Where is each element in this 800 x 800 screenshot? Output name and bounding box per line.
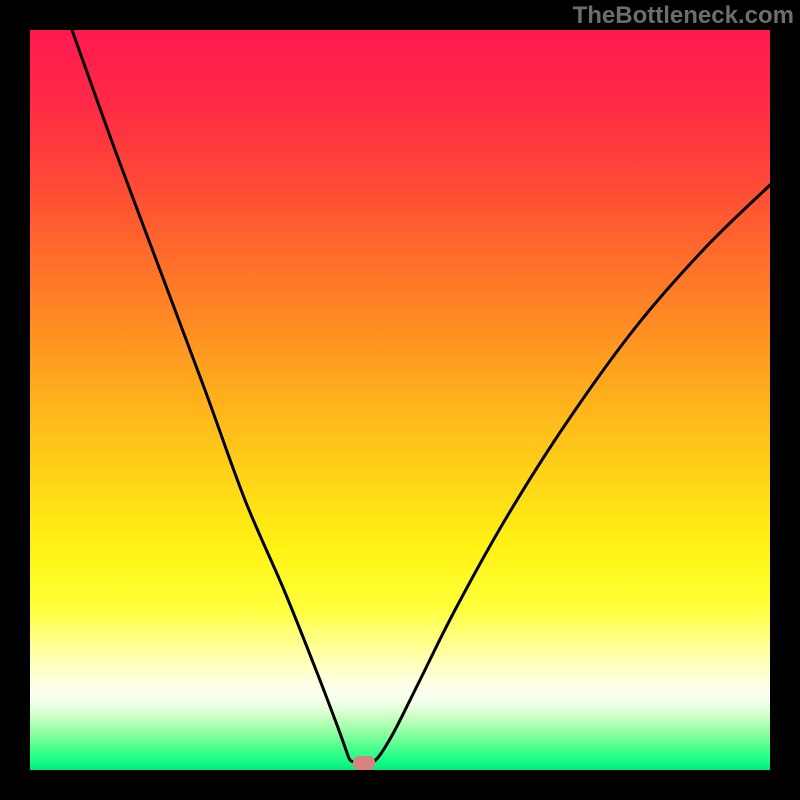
bottleneck-chart	[0, 0, 800, 800]
chart-stage: TheBottleneck.com	[0, 0, 800, 800]
plot-area	[30, 30, 770, 770]
apex-marker	[353, 756, 375, 770]
